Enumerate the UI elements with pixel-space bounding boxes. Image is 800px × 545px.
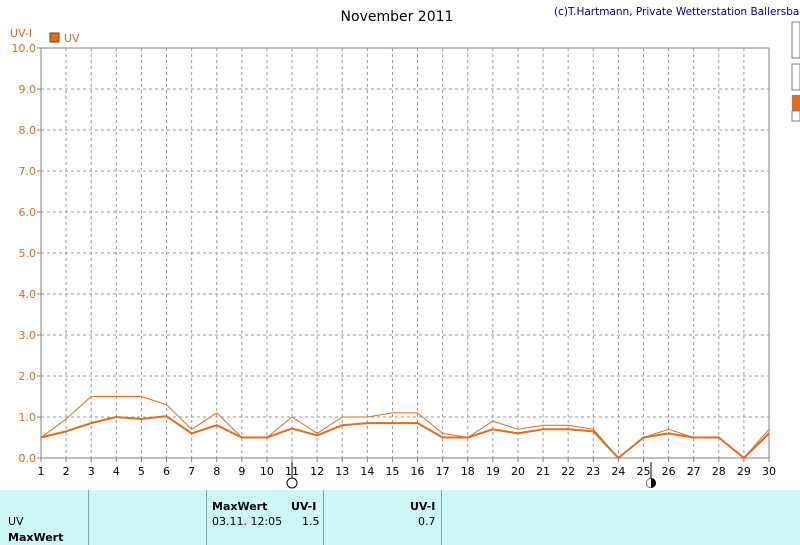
- x-tick-label: 24: [611, 465, 625, 478]
- x-tick-label: 22: [561, 465, 575, 478]
- x-tick-label: 15: [385, 465, 399, 478]
- x-tick-label: 26: [662, 465, 676, 478]
- avg-value: 0.7: [418, 515, 436, 528]
- y-ticks: 0.0 1.0 2.0 3.0 4.0 5.0 6.0 7.0 8.0 9.0 10.0: [12, 42, 41, 465]
- moon-markers: [286, 462, 657, 489]
- y-tick-label: 7.0: [19, 165, 37, 178]
- uvi-header-1: UV-I: [291, 500, 317, 513]
- legend-swatch-uv: [49, 32, 60, 43]
- series-line-uv: [40, 415, 770, 459]
- x-tick-label: 5: [138, 465, 145, 478]
- x-tick-label: 6: [163, 465, 170, 478]
- uv-chart: November 2011 (c)T.Hartmann, Private Wet…: [10, 6, 800, 489]
- y-tick-label: 8.0: [19, 124, 37, 137]
- right-edge-widget: [791, 21, 800, 122]
- series-group: [40, 396, 770, 459]
- row-label-uv: UV: [8, 515, 24, 528]
- x-tick-label: 13: [335, 465, 349, 478]
- y-tick-label: 10.0: [12, 42, 37, 55]
- y-tick-label: 9.0: [19, 83, 37, 96]
- x-tick-label: 3: [88, 465, 95, 478]
- x-tick-label: 14: [360, 465, 374, 478]
- new-moon-icon: [646, 478, 657, 488]
- copyright-text: (c)T.Hartmann, Private Wetterstation Bal…: [554, 6, 800, 18]
- x-tick-label: 10: [260, 465, 274, 478]
- x-tick-label: 30: [762, 465, 776, 478]
- x-tick-label: 9: [238, 465, 245, 478]
- x-tick-label: 12: [310, 465, 324, 478]
- max-datetime: 03.11. 12:05: [212, 515, 283, 528]
- legend-label-uv: UV: [64, 32, 80, 45]
- row-label-maxwert: MaxWert: [8, 531, 64, 544]
- y-tick-label: 6.0: [19, 206, 37, 219]
- table-col-maxwert: [207, 490, 324, 545]
- table-col-label: [0, 490, 89, 545]
- x-tick-label: 27: [687, 465, 701, 478]
- x-tick-label: 29: [737, 465, 751, 478]
- x-tick-label: 21: [536, 465, 550, 478]
- x-tick-label: 28: [712, 465, 726, 478]
- table-col-blank: [89, 490, 207, 545]
- y-tick-label: 4.0: [19, 288, 37, 301]
- x-tick-label: 8: [213, 465, 220, 478]
- full-moon-icon: [286, 477, 298, 489]
- x-tick-label: 25: [636, 465, 650, 478]
- y-tick-label: 0.0: [19, 452, 37, 465]
- x-tick-label: 2: [63, 465, 70, 478]
- x-tick-label: 16: [411, 465, 425, 478]
- x-tick-label: 4: [113, 465, 120, 478]
- x-tick-label: 17: [436, 465, 450, 478]
- chart-title: November 2011: [341, 9, 454, 25]
- x-tick-label: 1: [38, 465, 45, 478]
- y-tick-label: 2.0: [19, 370, 37, 383]
- x-tick-label: 23: [586, 465, 600, 478]
- table-col-avg: [324, 490, 442, 545]
- y-tick-label: 3.0: [19, 329, 37, 342]
- y-axis-label: UV-I: [10, 27, 32, 40]
- uvi-header-2: UV-I: [410, 500, 436, 513]
- legend: UV: [49, 32, 80, 45]
- x-tick-label: 19: [486, 465, 500, 478]
- summary-table: UV MaxWert MaxWert UV-I 03.11. 12:05 1.5…: [0, 490, 800, 545]
- y-tick-label: 1.0: [19, 411, 37, 424]
- x-ticks: 1 2 3 4 5 6 7 8 9 10 11 12 13 14 15 16 17 18 19 20 21 22 23 24 2…: [38, 458, 776, 478]
- x-tick-label: 20: [511, 465, 525, 478]
- grid: [41, 48, 769, 458]
- y-tick-label: 5.0: [19, 247, 37, 260]
- x-tick-label: 18: [461, 465, 475, 478]
- max-value: 1.5: [302, 515, 320, 528]
- x-tick-label: 7: [188, 465, 195, 478]
- maxwert-header: MaxWert: [212, 500, 268, 513]
